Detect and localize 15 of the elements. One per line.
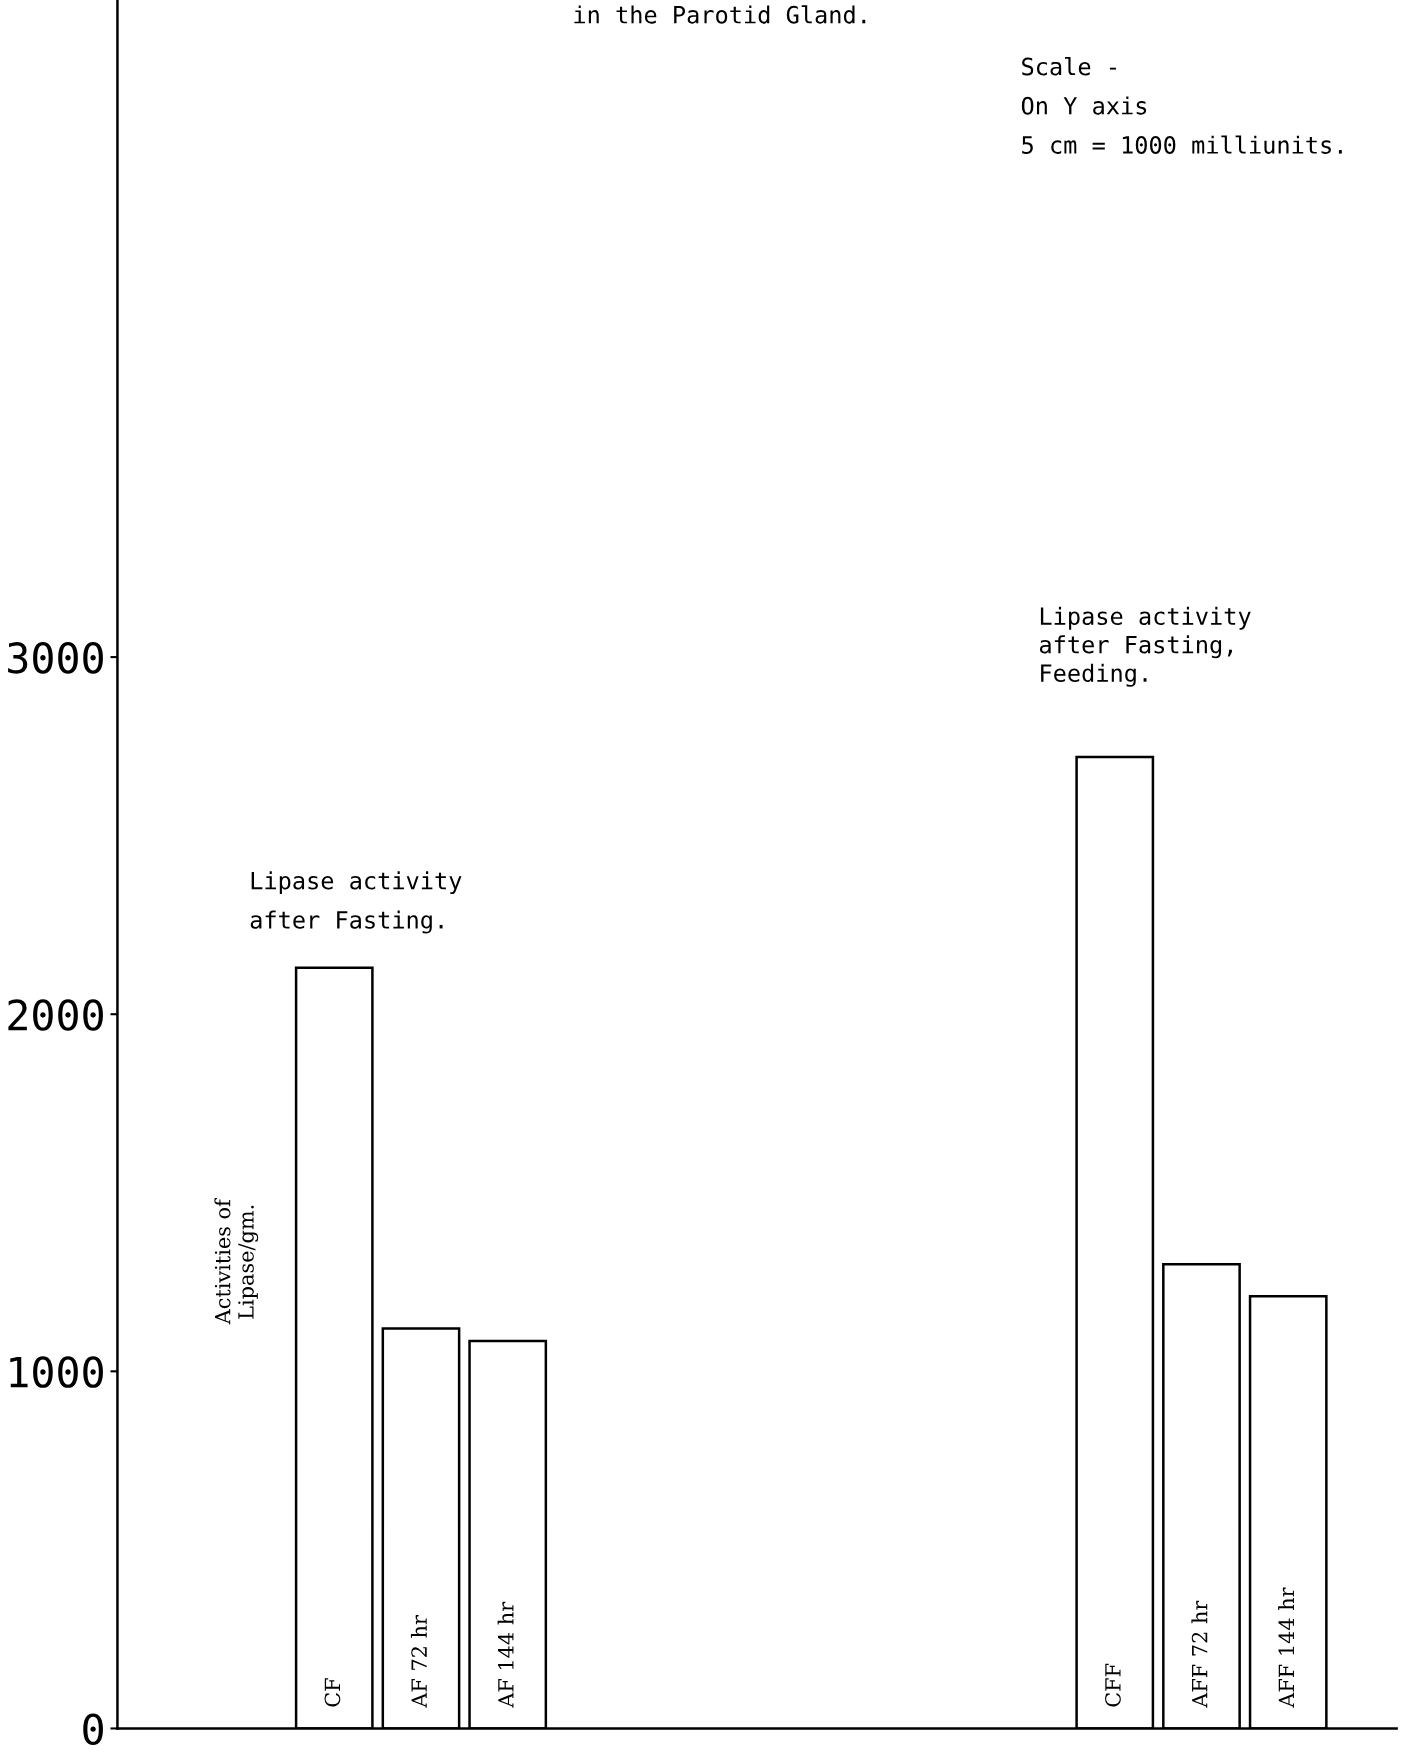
x-tick-label: AFF 144 hr (1278, 1587, 1294, 1708)
y-tick-label: 3000 (8, 642, 103, 674)
y-tick-label: 2000 (8, 999, 103, 1031)
x-tick-label: AF 144 hr (497, 1601, 514, 1708)
y-tick-label: 0 (83, 1713, 103, 1745)
x-tick-label: AF 72 hr (410, 1615, 427, 1708)
x-tick-label: CFF (1105, 1663, 1121, 1707)
chart-title: in the Parotid Gland. (574, 5, 866, 24)
x-tick-label: CF (324, 1678, 341, 1707)
y-tick-label: 1000 (10, 1356, 103, 1388)
annotation: Lipase activity after Fasting. (250, 871, 462, 934)
annotation: Scale - On Y axis 5 cm = 1000 milliunits. (1021, 57, 1342, 154)
x-tick-label: AFF 72 hr (1191, 1600, 1208, 1708)
annotation: Lipase activity after Fasting, Feeding. (1039, 606, 1251, 687)
y-axis-title: Activities of Lipase/gm. (214, 1197, 259, 1325)
